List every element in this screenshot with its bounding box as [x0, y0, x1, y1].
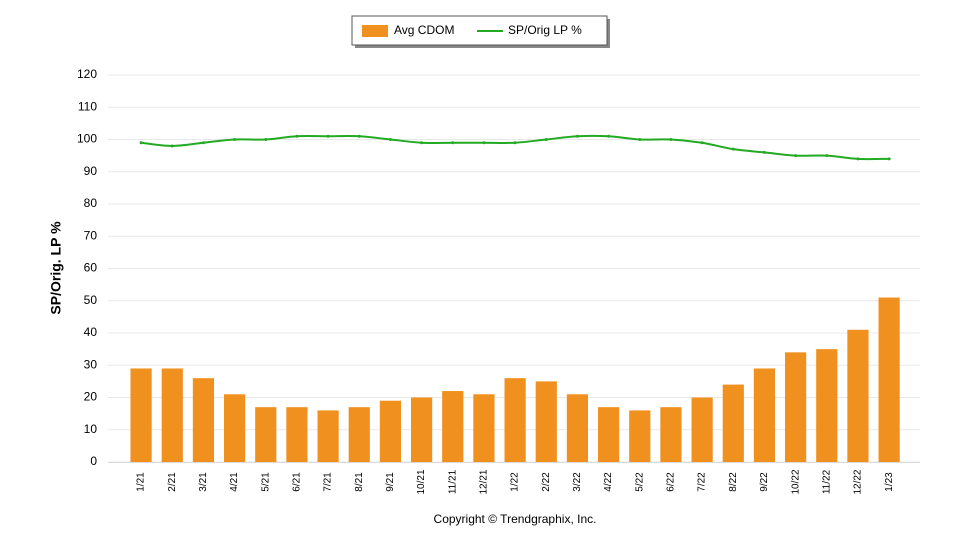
x-tick-label: 8/21 — [354, 472, 365, 492]
line-point — [887, 157, 891, 161]
bar — [161, 368, 183, 462]
line-point — [607, 134, 611, 138]
x-tick-label: 11/21 — [447, 469, 458, 494]
line-point — [731, 147, 735, 151]
x-tick-label: 10/21 — [416, 469, 427, 494]
footer: Copyright © Trendgraphix, Inc. — [434, 512, 597, 526]
y-tick-label: 70 — [84, 228, 98, 242]
x-tick-label: 4/22 — [603, 472, 614, 492]
line-point — [201, 141, 205, 145]
x-tick-label: 12/22 — [853, 469, 864, 494]
y-tick-label: 40 — [84, 325, 98, 339]
y-tick-label: 120 — [77, 67, 97, 81]
x-tick-label: 10/22 — [790, 469, 801, 494]
bar — [660, 407, 682, 462]
x-tick-label: 7/22 — [697, 472, 708, 492]
x-tick-label: 5/22 — [634, 472, 645, 492]
line-point — [295, 134, 299, 138]
line-point — [794, 154, 798, 158]
y-tick-label: 50 — [84, 293, 98, 307]
legend-label: SP/Orig LP % — [508, 23, 582, 37]
line-point — [513, 141, 517, 145]
bar — [192, 378, 215, 462]
legend-label: Avg CDOM — [394, 23, 454, 37]
line-point — [482, 141, 486, 145]
line-point — [669, 138, 673, 141]
bar — [535, 381, 557, 462]
y-tick-label: 80 — [84, 196, 98, 210]
line-point — [638, 138, 642, 141]
line-point — [388, 138, 392, 141]
bar — [785, 352, 807, 462]
bar — [598, 407, 620, 462]
bar — [286, 407, 308, 462]
x-tick-label: 2/21 — [167, 472, 178, 492]
bar — [504, 378, 526, 462]
y-tick-label: 60 — [84, 261, 98, 275]
bar — [348, 407, 370, 462]
bar — [722, 384, 744, 462]
y-tick-label: 110 — [78, 99, 97, 113]
x-tick-label: 7/21 — [323, 472, 334, 492]
x-tick-label: 6/21 — [292, 472, 303, 492]
x-tick-label: 3/21 — [198, 472, 209, 492]
bar — [629, 410, 651, 462]
x-tick-label: 5/21 — [260, 472, 271, 492]
bar — [816, 349, 838, 462]
bar — [878, 297, 900, 462]
line-point — [233, 138, 237, 141]
y-tick-label: 30 — [84, 357, 98, 371]
bar — [379, 400, 402, 462]
x-tick-label: 11/22 — [821, 469, 832, 494]
line-point — [139, 141, 143, 145]
legend-swatch — [362, 25, 388, 37]
y-tick-label: 0 — [90, 454, 97, 468]
line-point — [264, 138, 268, 141]
line-point — [357, 134, 361, 138]
bar — [442, 391, 464, 462]
line-point — [451, 141, 455, 145]
y-tick-label: 10 — [84, 422, 98, 436]
x-tick-label: 3/22 — [572, 472, 583, 492]
x-tick-label: 1/23 — [884, 472, 895, 492]
x-tick-label: 6/22 — [666, 472, 677, 492]
bar — [566, 394, 589, 462]
bar — [691, 397, 713, 462]
x-tick-label: 1/21 — [136, 472, 147, 492]
bar — [255, 407, 277, 462]
line-point — [420, 141, 424, 145]
line-point — [326, 134, 330, 138]
bar — [317, 410, 339, 462]
line-point — [700, 141, 704, 145]
y-axis-label: SP/Orig. LP % — [48, 221, 64, 315]
bar — [410, 397, 433, 462]
bar — [753, 368, 776, 462]
line-point — [856, 157, 860, 161]
bar — [130, 368, 152, 462]
line-point — [170, 144, 174, 148]
y-tick-label: 100 — [77, 132, 97, 146]
x-tick-label: 8/22 — [728, 472, 739, 492]
bar — [473, 394, 495, 462]
y-tick-label: 20 — [84, 390, 98, 404]
x-tick-label: 1/22 — [510, 472, 521, 492]
line-point — [575, 134, 579, 138]
y-tick-label: 90 — [84, 164, 98, 178]
x-tick-label: 2/22 — [541, 472, 552, 492]
bar — [223, 394, 246, 462]
x-tick-label: 12/21 — [479, 469, 490, 494]
x-tick-label: 9/21 — [385, 472, 396, 492]
line-point — [825, 154, 829, 158]
x-tick-label: 4/21 — [229, 472, 240, 492]
bar — [847, 329, 869, 462]
line-point — [762, 150, 766, 154]
x-tick-label: 9/22 — [759, 472, 770, 492]
line-point — [544, 138, 548, 141]
